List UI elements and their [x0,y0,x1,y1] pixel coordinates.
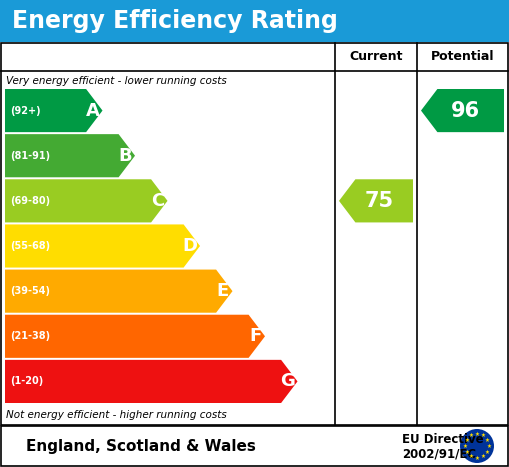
Text: 75: 75 [365,191,394,211]
Circle shape [460,429,494,463]
Text: G: G [280,372,295,390]
Polygon shape [5,225,200,268]
Polygon shape [5,179,167,222]
Polygon shape [339,179,413,222]
Text: Potential: Potential [431,50,495,64]
Text: B: B [119,147,132,165]
Text: ★: ★ [463,444,467,448]
Bar [1,426,508,466]
Text: ★: ★ [464,438,469,443]
Text: 96: 96 [451,100,480,120]
Text: Very energy efficient - lower running costs: Very energy efficient - lower running co… [6,76,227,86]
Text: E: E [216,282,229,300]
Text: ★: ★ [469,433,473,438]
Text: England, Scotland & Wales: England, Scotland & Wales [26,439,256,453]
Text: Not energy efficient - higher running costs: Not energy efficient - higher running co… [6,410,227,420]
Text: ★: ★ [480,454,486,459]
Text: (81-91): (81-91) [10,151,50,161]
Polygon shape [5,315,265,358]
Text: 2002/91/EC: 2002/91/EC [402,448,476,461]
Text: ★: ★ [464,450,469,454]
Text: C: C [151,192,164,210]
Text: ★: ★ [487,444,491,448]
Text: ★: ★ [485,450,490,454]
Text: ★: ★ [469,454,473,459]
Bar [0,0,509,42]
Polygon shape [421,89,504,132]
Text: Current: Current [349,50,403,64]
Text: ★: ★ [480,433,486,438]
Text: EU Directive: EU Directive [402,433,484,446]
Text: (69-80): (69-80) [10,196,50,206]
Bar [1,43,508,425]
Text: (55-68): (55-68) [10,241,50,251]
Text: (21-38): (21-38) [10,331,50,341]
Text: Energy Efficiency Rating: Energy Efficiency Rating [12,9,338,33]
Text: (1-20): (1-20) [10,376,43,386]
Text: ★: ★ [474,455,479,460]
Text: (92+): (92+) [10,106,41,115]
Text: ★: ★ [474,432,479,437]
Polygon shape [5,89,102,132]
Text: D: D [183,237,197,255]
Text: F: F [249,327,261,345]
Polygon shape [5,134,135,177]
Text: ★: ★ [485,438,490,443]
Text: (39-54): (39-54) [10,286,50,296]
Polygon shape [5,360,297,403]
Polygon shape [5,269,233,313]
Text: A: A [86,101,100,120]
